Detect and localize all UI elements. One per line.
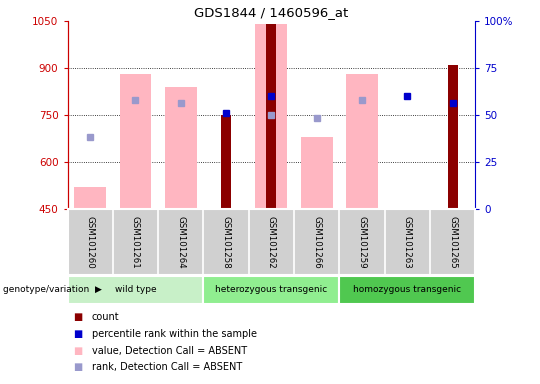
Bar <box>339 276 475 304</box>
Bar <box>448 65 457 209</box>
Text: homozygous transgenic: homozygous transgenic <box>353 285 461 295</box>
Bar <box>165 87 197 209</box>
Text: ■: ■ <box>73 312 82 322</box>
Title: GDS1844 / 1460596_at: GDS1844 / 1460596_at <box>194 5 348 18</box>
Bar <box>119 74 151 209</box>
Text: GSM101261: GSM101261 <box>131 215 140 268</box>
Text: value, Detection Call = ABSENT: value, Detection Call = ABSENT <box>92 346 247 356</box>
Bar <box>204 276 339 304</box>
Text: wild type: wild type <box>114 285 156 295</box>
Text: GSM101258: GSM101258 <box>221 215 231 268</box>
Bar <box>346 74 378 209</box>
Bar <box>221 115 231 209</box>
Text: heterozygous transgenic: heterozygous transgenic <box>215 285 327 295</box>
Text: percentile rank within the sample: percentile rank within the sample <box>92 329 257 339</box>
Text: count: count <box>92 312 119 322</box>
Text: GSM101262: GSM101262 <box>267 215 276 268</box>
Bar <box>68 276 204 304</box>
Text: GSM101266: GSM101266 <box>312 215 321 268</box>
Text: genotype/variation  ▶: genotype/variation ▶ <box>3 285 102 295</box>
Text: ■: ■ <box>73 362 82 372</box>
Text: ■: ■ <box>73 346 82 356</box>
Bar <box>301 137 333 209</box>
Text: GSM101265: GSM101265 <box>448 215 457 268</box>
Text: GSM101259: GSM101259 <box>357 215 367 268</box>
Text: GSM101264: GSM101264 <box>176 215 185 268</box>
Bar <box>255 24 287 209</box>
Text: rank, Detection Call = ABSENT: rank, Detection Call = ABSENT <box>92 362 242 372</box>
Bar <box>266 24 276 209</box>
Text: GSM101263: GSM101263 <box>403 215 412 268</box>
Bar <box>75 187 106 209</box>
Text: GSM101260: GSM101260 <box>86 215 94 268</box>
Text: ■: ■ <box>73 329 82 339</box>
